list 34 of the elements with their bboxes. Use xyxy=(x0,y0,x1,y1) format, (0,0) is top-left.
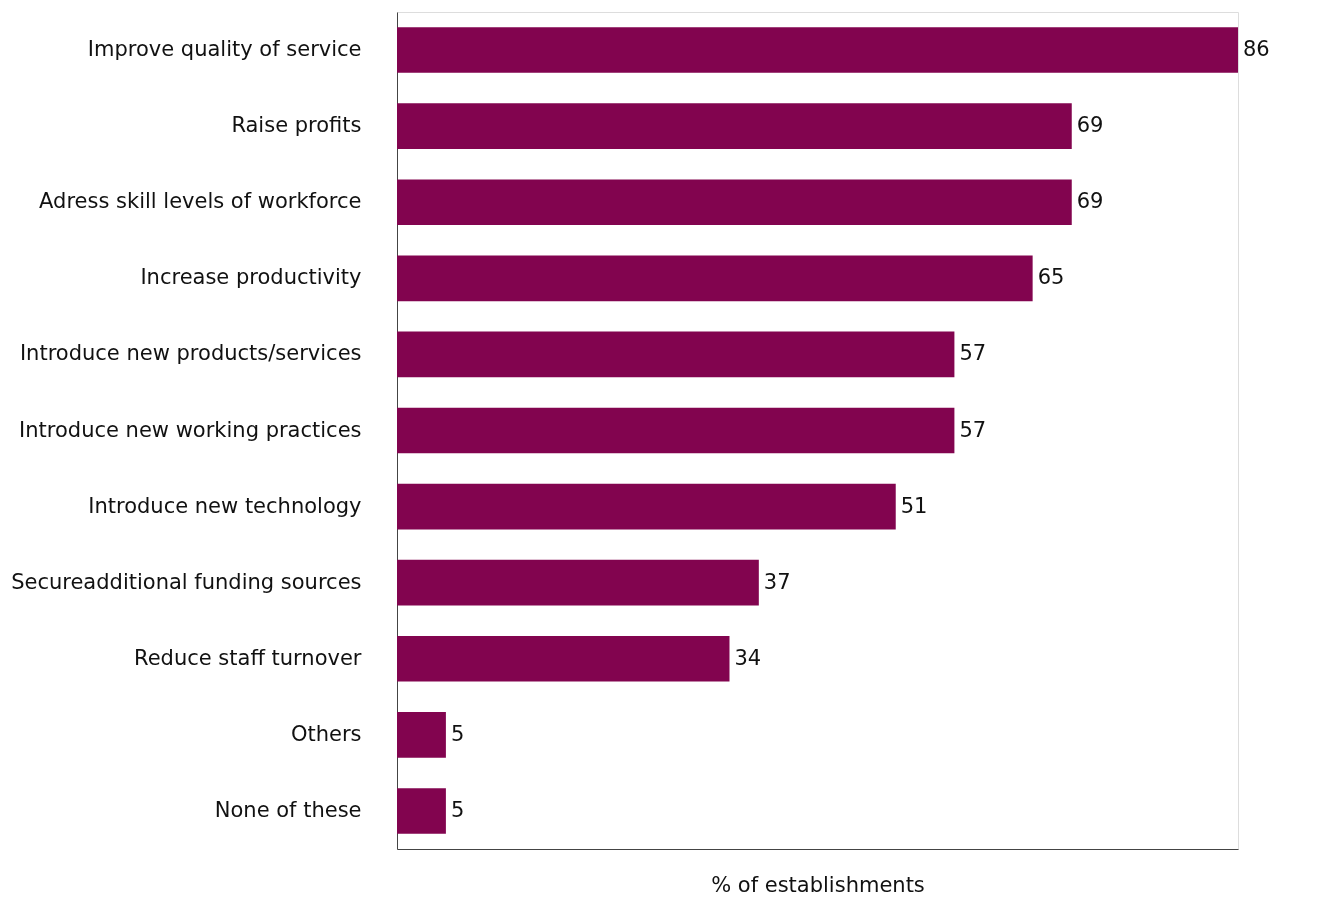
y-tick-label: Secureadditional funding sources xyxy=(11,569,362,594)
y-tick-label: Others xyxy=(290,721,362,746)
y-tick-label: Increase productivity xyxy=(140,265,362,290)
bar xyxy=(397,788,446,834)
bar xyxy=(397,255,1033,302)
bar xyxy=(397,559,759,606)
bar xyxy=(397,407,955,454)
y-tick-label: Adress skill levels of workforce xyxy=(39,189,362,214)
data-label: 65 xyxy=(1037,265,1065,290)
y-tick-label: Improve quality of service xyxy=(87,37,362,62)
y-tick-label: Reduce staff turnover xyxy=(134,645,362,670)
data-label: 69 xyxy=(1076,189,1104,214)
bar xyxy=(397,635,730,682)
bar xyxy=(397,103,1072,149)
data-label: 86 xyxy=(1243,37,1270,62)
y-tick-label: None of these xyxy=(214,797,362,822)
data-label: 5 xyxy=(450,797,465,822)
data-label: 51 xyxy=(900,493,928,518)
bar xyxy=(397,331,955,378)
y-tick-label: Introduce new technology xyxy=(88,493,362,518)
x-axis-title: % of establishments xyxy=(711,872,925,897)
bar xyxy=(397,27,1238,73)
data-label: 69 xyxy=(1076,113,1104,138)
y-tick-label: Introduce new working practices xyxy=(19,417,362,442)
data-label: 57 xyxy=(959,341,987,366)
y-tick-label: Raise profits xyxy=(231,113,362,138)
bar xyxy=(397,483,896,530)
data-label: 5 xyxy=(450,721,465,746)
data-label: 57 xyxy=(959,417,987,442)
y-tick-label: Introduce new products/services xyxy=(19,341,362,366)
data-label: 37 xyxy=(763,569,791,594)
bar xyxy=(397,179,1072,226)
data-label: 34 xyxy=(734,645,762,670)
bar xyxy=(397,712,446,758)
